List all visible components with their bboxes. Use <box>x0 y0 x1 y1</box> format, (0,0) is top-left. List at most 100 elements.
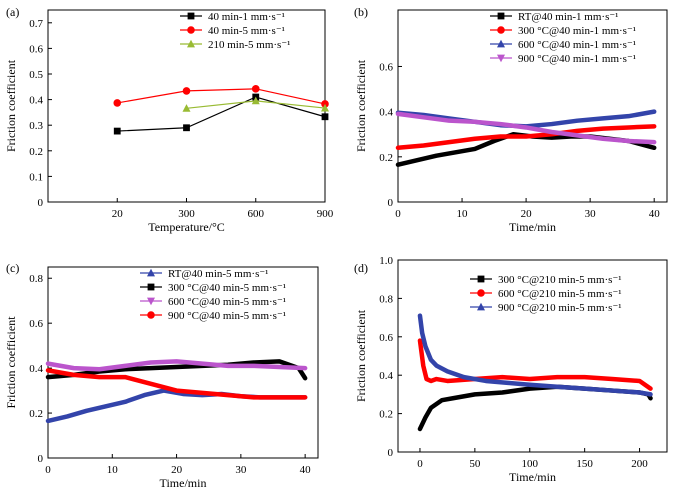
x-tick-label: 40 <box>649 208 661 220</box>
x-axis-label: Time/min <box>509 220 556 234</box>
data-point <box>321 113 329 121</box>
y-tick-label: 0.6 <box>379 61 393 73</box>
y-tick-label: 1.0 <box>379 255 393 267</box>
x-tick-label: 20 <box>112 208 124 220</box>
data-point <box>182 87 191 95</box>
y-axis-label: Friction coefficient <box>354 59 368 152</box>
x-tick-label: 0 <box>417 458 423 470</box>
legend: 300 °C@210 min-5 mm·s⁻¹ 600 °C@210 min-5 … <box>470 274 622 314</box>
series-line <box>395 111 657 145</box>
panel-label: (b) <box>354 5 368 19</box>
y-tick-label: 0.1 <box>29 171 43 183</box>
x-tick-label: 200 <box>631 458 648 470</box>
legend-marker <box>477 275 485 283</box>
legend-label: 900 °C@40 min-1 mm·s⁻¹ <box>518 53 636 65</box>
legend-label: 600 °C@40 min-5 mm·s⁻¹ <box>168 296 286 308</box>
x-axis-label: Time/min <box>160 476 207 490</box>
y-tick-label: 0.4 <box>29 363 43 375</box>
x-tick-label: 10 <box>457 208 469 220</box>
data-point <box>113 99 122 107</box>
panel-4: (d) 0 50 100 150 200 0 0.2 0.4 0.6 0.8 1.0 Time/min F… <box>354 255 668 484</box>
x-tick-label: 150 <box>576 458 593 470</box>
legend-marker <box>497 26 505 34</box>
y-axis-label: Friction coefficient <box>354 309 368 402</box>
series-2 <box>417 338 653 391</box>
legend-marker <box>187 12 195 20</box>
legend-label: 300 °C@40 min-5 mm·s⁻¹ <box>168 282 286 294</box>
legend-label: 600 °C@210 min-5 mm·s⁻¹ <box>498 288 622 300</box>
panel-1: (a) 20 300 600 900 0 0.1 0.2 0.3 0.4 0.5 0.6 0.7 Temp… <box>4 5 334 234</box>
series-line <box>395 124 657 151</box>
y-tick-label: 0.4 <box>29 95 43 107</box>
y-tick-label: 0.5 <box>29 69 43 81</box>
legend-label: 40 min-5 mm·s⁻¹ <box>208 25 285 37</box>
data-point <box>251 85 260 93</box>
y-axis-label: Friction coefficient <box>4 59 18 152</box>
y-tick-label: 0.8 <box>379 293 393 305</box>
series-line <box>116 96 326 132</box>
panel-label: (a) <box>6 5 19 19</box>
y-tick-label: 0.2 <box>379 409 393 421</box>
legend-marker <box>497 12 505 20</box>
y-tick-label: 0.2 <box>379 152 393 164</box>
legend-marker <box>147 283 155 291</box>
data-point <box>182 104 191 112</box>
series-line <box>417 313 653 397</box>
y-tick-label: 0.6 <box>29 43 43 55</box>
legend-marker <box>497 39 505 48</box>
legend-label: RT@40 min-5 mm·s⁻¹ <box>168 268 268 280</box>
x-tick-label: 30 <box>235 464 247 476</box>
series-3 <box>182 96 329 112</box>
x-tick-label: 100 <box>522 458 539 470</box>
series-4 <box>395 111 657 145</box>
series-4 <box>45 368 308 400</box>
y-tick-label: 0.8 <box>29 273 43 285</box>
legend: 40 min-1 mm·s⁻¹ 40 min-5 mm·s⁻¹ 210 min-5 … <box>180 11 290 51</box>
legend-label: 900 °C@210 min-5 mm·s⁻¹ <box>498 302 622 314</box>
panel-3: (c) 0 10 20 30 40 0 0.2 0.4 0.6 0.8 Time/min Frictio… <box>4 261 319 490</box>
legend-label: 900 °C@40 min-5 mm·s⁻¹ <box>168 310 286 322</box>
x-tick-label: 50 <box>469 458 481 470</box>
y-tick-label: 0 <box>38 453 44 465</box>
plot-frame <box>397 259 668 453</box>
x-tick-label: 0 <box>395 208 401 220</box>
data-point <box>183 124 190 132</box>
y-tick-label: 0.6 <box>29 318 43 330</box>
legend-label: 40 min-1 mm·s⁻¹ <box>208 11 285 23</box>
legend-label: 210 min-5 mm·s⁻¹ <box>208 39 290 51</box>
y-tick-label: 0.4 <box>379 370 393 382</box>
data-point <box>113 127 121 135</box>
y-tick-label: 0 <box>388 197 394 209</box>
y-tick-label: 0.2 <box>29 146 43 158</box>
legend-marker <box>477 289 485 297</box>
legend-label: 300 °C@40 min-1 mm·s⁻¹ <box>518 25 636 37</box>
series-2 <box>113 85 329 108</box>
legend-marker <box>147 297 155 306</box>
legend-marker <box>497 54 505 63</box>
series-line <box>116 88 326 105</box>
legend-label: RT@40 min-1 mm·s⁻¹ <box>518 11 618 23</box>
x-tick-label: 0 <box>45 464 51 476</box>
legend-marker <box>147 311 155 319</box>
x-tick-label: 900 <box>317 208 334 220</box>
legend: RT@40 min-1 mm·s⁻¹ 300 °C@40 min-1 mm·s⁻¹… <box>490 11 636 65</box>
legend-marker <box>477 302 485 311</box>
series-line <box>45 368 308 400</box>
x-tick-label: 40 <box>300 464 312 476</box>
series-line <box>417 338 653 391</box>
x-tick-label: 30 <box>585 208 597 220</box>
legend-marker <box>147 268 155 277</box>
series-2 <box>395 124 657 151</box>
data-point <box>321 103 329 112</box>
panel-2: (b) 0 10 20 30 40 0 0.2 0.4 0.6 Time/min Friction c… <box>354 5 668 234</box>
series-line <box>45 359 308 381</box>
series-2 <box>45 359 308 381</box>
series-3 <box>45 359 308 372</box>
y-tick-label: 0.2 <box>29 408 43 420</box>
legend-marker <box>187 39 195 48</box>
panel-label: (d) <box>354 261 368 275</box>
y-tick-label: 0.7 <box>29 18 43 30</box>
series-line <box>45 359 308 372</box>
plot-frame <box>397 9 668 203</box>
